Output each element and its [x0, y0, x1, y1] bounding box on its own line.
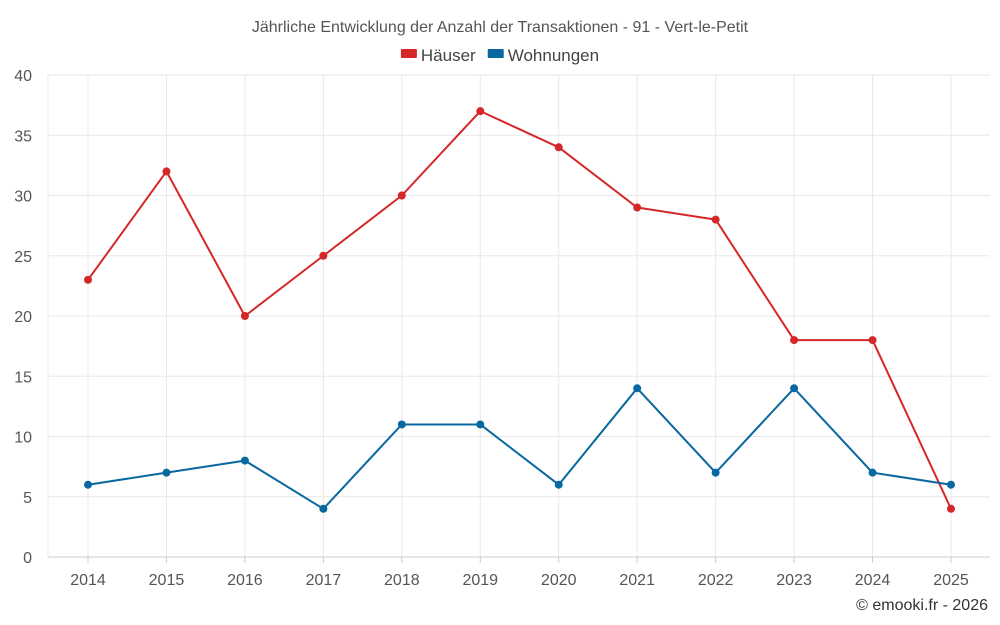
data-point[interactable] — [84, 275, 92, 284]
chart-title: Jährliche Entwicklung der Anzahl der Tra… — [252, 19, 749, 36]
data-point[interactable] — [476, 420, 485, 429]
data-point[interactable] — [633, 203, 642, 212]
legend-swatch — [400, 49, 417, 58]
data-point[interactable] — [947, 504, 955, 513]
x-tick-label: 2022 — [698, 572, 734, 589]
y-tick-label: 30 — [14, 189, 32, 206]
y-tick-label: 10 — [14, 430, 32, 447]
data-point[interactable] — [790, 384, 799, 393]
legend-item[interactable]: Häuser — [400, 46, 476, 65]
x-tick-label: 2025 — [933, 572, 969, 589]
series-haeuser — [84, 107, 955, 513]
data-point[interactable] — [476, 107, 485, 116]
legend-label: Wohnungen — [508, 46, 599, 65]
data-point[interactable] — [240, 456, 249, 465]
x-tick-label: 2023 — [776, 572, 812, 589]
y-tick-label: 20 — [14, 309, 32, 326]
y-tick-label: 35 — [14, 128, 32, 145]
legend-item[interactable]: Wohnungen — [487, 46, 599, 65]
data-point[interactable] — [554, 480, 563, 489]
series-wohnungen — [84, 384, 955, 513]
series-line — [87, 387, 952, 510]
data-point[interactable] — [868, 468, 877, 477]
y-tick-label: 5 — [23, 490, 32, 507]
credit-text: © emooki.fr - 2026 — [856, 597, 988, 614]
grid — [48, 74, 990, 557]
x-tick-label: 2024 — [855, 572, 891, 589]
data-point[interactable] — [711, 468, 720, 477]
x-tick-label: 2021 — [619, 572, 655, 589]
y-tick-label: 25 — [14, 249, 32, 266]
y-tick-label: 0 — [23, 550, 32, 567]
y-tick-label: 15 — [14, 369, 32, 386]
data-point[interactable] — [868, 336, 877, 345]
x-tick-label: 2014 — [70, 572, 106, 589]
x-tick-label: 2018 — [384, 572, 420, 589]
x-tick-label: 2019 — [462, 572, 498, 589]
data-point[interactable] — [319, 251, 328, 260]
legend: Häuser Wohnungen — [400, 46, 599, 65]
series-line — [87, 110, 952, 510]
legend-swatch — [487, 49, 504, 58]
data-point[interactable] — [162, 167, 171, 176]
y-tick-label: 40 — [14, 68, 32, 85]
data-point[interactable] — [554, 143, 563, 152]
data-point[interactable] — [947, 480, 955, 489]
x-tick-label: 2016 — [227, 572, 263, 589]
data-point[interactable] — [319, 504, 328, 513]
data-point[interactable] — [240, 312, 249, 320]
data-point[interactable] — [633, 384, 642, 393]
data-point[interactable] — [84, 480, 92, 489]
legend-label: Häuser — [421, 46, 476, 65]
data-point[interactable] — [711, 215, 720, 224]
x-tick-label: 2015 — [149, 572, 185, 589]
data-point[interactable] — [397, 420, 406, 429]
data-point[interactable] — [790, 336, 799, 345]
x-tick-label: 2017 — [306, 572, 342, 589]
x-tick-label: 2020 — [541, 572, 577, 589]
data-point[interactable] — [162, 468, 171, 477]
series — [84, 107, 955, 513]
data-point[interactable] — [397, 191, 406, 200]
